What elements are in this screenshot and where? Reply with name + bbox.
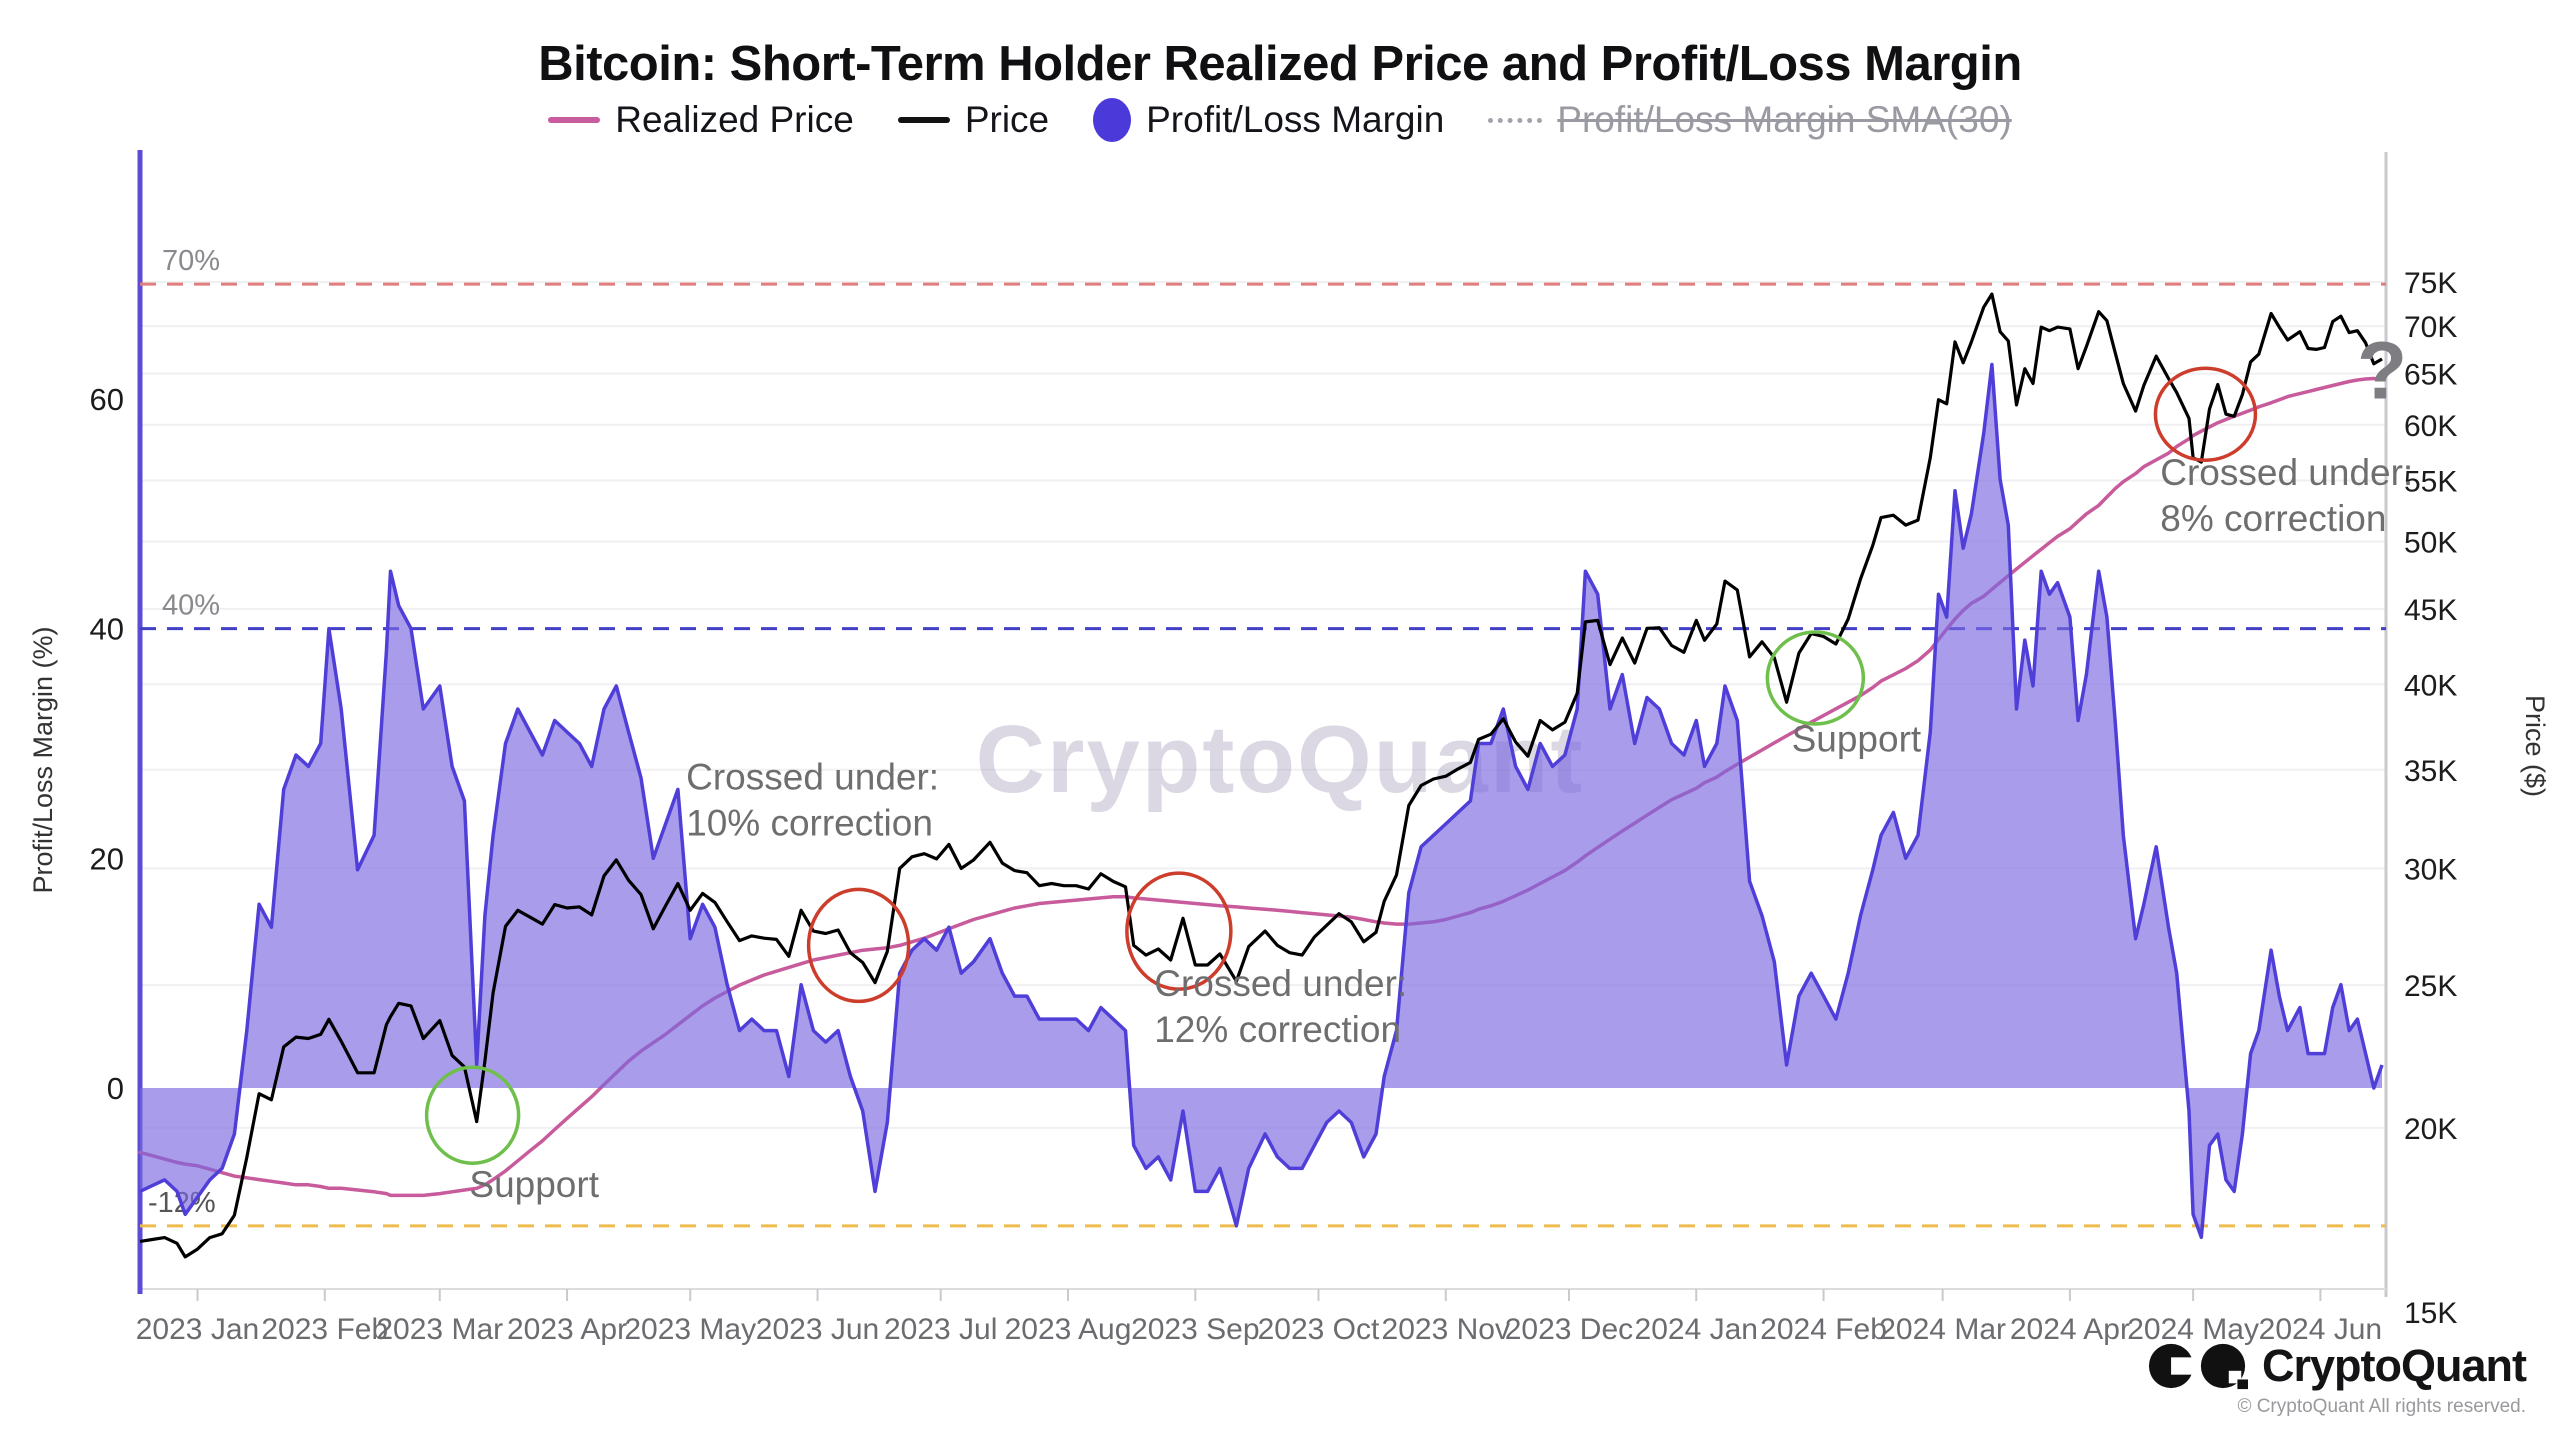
legend-label: Realized Price [615,99,854,140]
svg-text:2024 Jan: 2024 Jan [1635,1313,1758,1346]
crossed-under-8-label: Crossed under: 8% correction [2160,452,2413,539]
price-series [139,292,2383,1259]
svg-text:30K: 30K [2404,853,2457,886]
legend-item-price[interactable]: Price [897,99,1050,141]
legend-label: Profit/Loss Margin SMA(30) [1557,99,2012,140]
right-axis-labels: 15K 20K 25K 30K 35K 40K 45K 50K 55K 60K 65K 70K 75K P… [2404,267,2550,1330]
sma-dotted-line-swatch-icon [1488,117,1543,123]
svg-text:70%: 70% [162,245,220,277]
svg-text:2023 Apr: 2023 Apr [507,1313,627,1346]
cryptoquant-logo: CryptoQuant [2148,1340,2527,1392]
svg-text:15K: 15K [2404,1297,2457,1330]
left-axis-labels: 0 20 40 60 Profit/Loss Margin (%) [28,382,124,1106]
crossed-under-12-label: Crossed under: 12% correction [1154,963,1407,1050]
svg-text:25K: 25K [2404,970,2457,1003]
question-mark: ? [2357,326,2407,417]
support-label-1: Support [469,1164,599,1205]
svg-text:2023 Jun: 2023 Jun [756,1313,879,1346]
svg-text:2024 May: 2024 May [2127,1313,2259,1346]
profit-loss-margin-line [139,362,2384,1240]
svg-text:35K: 35K [2404,755,2457,788]
support-label-2: Support [1792,719,1922,760]
svg-text:2023 Dec: 2023 Dec [1505,1313,1633,1346]
cryptoquant-logo-icon [2148,1343,2248,1390]
svg-text:Price ($): Price ($) [2520,695,2550,797]
legend-item-profit-loss-margin-sma30[interactable]: Profit/Loss Margin SMA(30) [1488,99,2012,141]
svg-text:65K: 65K [2404,359,2457,392]
chart-title: Bitcoin: Short-Term Holder Realized Pric… [538,37,2022,91]
svg-text:2023 Feb: 2023 Feb [261,1313,388,1346]
realized-price-series [138,376,2384,1198]
crossed-under-10-circle [806,887,911,1004]
svg-text:55K: 55K [2404,465,2457,498]
realized-price-line-swatch-icon [548,117,601,123]
svg-text:70K: 70K [2404,311,2457,344]
svg-text:2023 Sep: 2023 Sep [1131,1313,1259,1346]
svg-text:2023 Nov: 2023 Nov [1382,1313,1510,1346]
svg-text:20K: 20K [2404,1113,2457,1146]
svg-text:40%: 40% [162,590,220,622]
support-circle-1 [424,1065,521,1165]
svg-text:45K: 45K [2404,594,2457,627]
crossed-under-10-label: Crossed under: 10% correction [686,756,939,843]
svg-text:60: 60 [90,382,124,417]
svg-text:2024 Feb: 2024 Feb [1760,1313,1887,1346]
svg-text:2023 Jan: 2023 Jan [136,1313,259,1346]
crossed-under-8-circle [2153,366,2258,462]
svg-text:20: 20 [90,841,124,876]
svg-text:2023 Aug: 2023 Aug [1005,1313,1132,1346]
svg-text:Profit/Loss Margin (%): Profit/Loss Margin (%) [28,626,58,893]
svg-text:2023 Mar: 2023 Mar [376,1313,503,1346]
crossed-under-12-circle [1125,871,1233,991]
svg-text:0: 0 [107,1071,124,1106]
price-line-swatch-icon [897,117,950,123]
copyright-text: © CryptoQuant All rights reserved. [2237,1396,2526,1417]
legend-label: Price [964,99,1050,140]
legend-item-profit-loss-margin[interactable]: Profit/Loss Margin [1093,98,1444,142]
svg-text:2024 Jun: 2024 Jun [2259,1313,2382,1346]
support-circle-2 [1765,630,1866,726]
svg-text:2024 Apr: 2024 Apr [2010,1313,2130,1346]
margin-circle-swatch-icon [1093,98,1132,142]
svg-text:60K: 60K [2404,410,2457,443]
svg-text:2024 Mar: 2024 Mar [1879,1313,2006,1346]
svg-text:40K: 40K [2404,669,2457,702]
footer: CryptoQuant © CryptoQuant All rights res… [2148,1340,2527,1418]
annotations: Support Crossed under: 10% correction Cross… [424,326,2413,1205]
svg-text:50K: 50K [2404,526,2457,559]
legend: Realized Price Price Profit/Loss Margin … [0,98,2560,142]
profit-loss-margin-area [140,364,2382,1238]
svg-text:40: 40 [90,612,124,647]
legend-item-realized-price[interactable]: Realized Price [548,99,854,141]
svg-text:2023 May: 2023 May [624,1313,756,1346]
svg-text:2023 Jul: 2023 Jul [884,1313,997,1346]
svg-text:2023 Oct: 2023 Oct [1258,1313,1380,1346]
brand-name: CryptoQuant [2262,1340,2527,1391]
svg-text:75K: 75K [2404,267,2457,300]
legend-label: Profit/Loss Margin [1146,99,1445,140]
